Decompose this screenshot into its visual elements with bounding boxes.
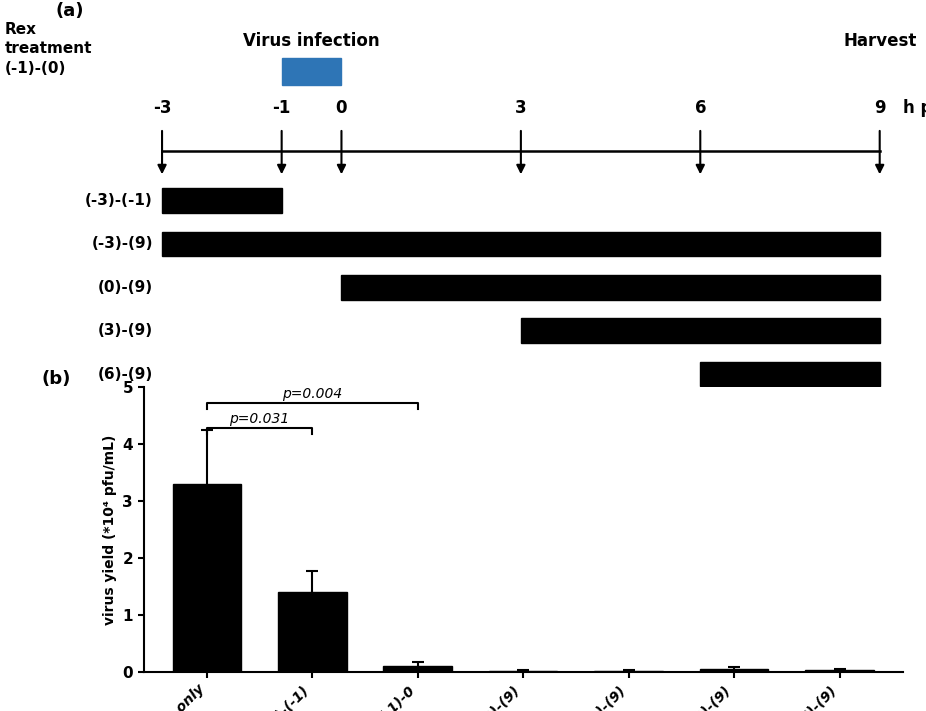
- Text: 6: 6: [694, 99, 706, 117]
- Bar: [700, 362, 880, 386]
- Bar: [520, 319, 880, 343]
- Bar: [162, 188, 282, 213]
- Text: (-3)-(9): (-3)-(9): [92, 237, 153, 252]
- Bar: [383, 666, 452, 672]
- Text: 0: 0: [336, 99, 347, 117]
- Text: (3)-(9): (3)-(9): [97, 324, 153, 338]
- Text: Rex
treatment
(-1)-(0): Rex treatment (-1)-(0): [5, 22, 92, 76]
- Text: p=0.031: p=0.031: [230, 412, 290, 426]
- Y-axis label: virus yield (*10⁴ pfu/mL): virus yield (*10⁴ pfu/mL): [103, 434, 117, 625]
- Text: p=0.004: p=0.004: [282, 387, 343, 401]
- Text: (a): (a): [56, 2, 83, 20]
- Text: (-3)-(-1): (-3)-(-1): [85, 193, 153, 208]
- Bar: [342, 275, 880, 299]
- Bar: [162, 232, 880, 256]
- Text: h pi: h pi: [903, 99, 926, 117]
- Text: (b): (b): [41, 370, 70, 388]
- Text: -1: -1: [272, 99, 291, 117]
- Text: 3: 3: [515, 99, 527, 117]
- Text: (0)-(9): (0)-(9): [97, 280, 153, 295]
- Text: 9: 9: [874, 99, 885, 117]
- Bar: [594, 670, 663, 672]
- Text: -3: -3: [153, 99, 171, 117]
- Bar: [806, 670, 874, 672]
- Bar: [282, 58, 342, 85]
- Bar: [700, 669, 769, 672]
- Text: Harvest: Harvest: [843, 32, 917, 50]
- Bar: [489, 670, 557, 672]
- Bar: [172, 484, 241, 672]
- Text: Virus infection: Virus infection: [244, 32, 380, 50]
- Text: (6)-(9): (6)-(9): [97, 366, 153, 382]
- Bar: [278, 592, 346, 672]
